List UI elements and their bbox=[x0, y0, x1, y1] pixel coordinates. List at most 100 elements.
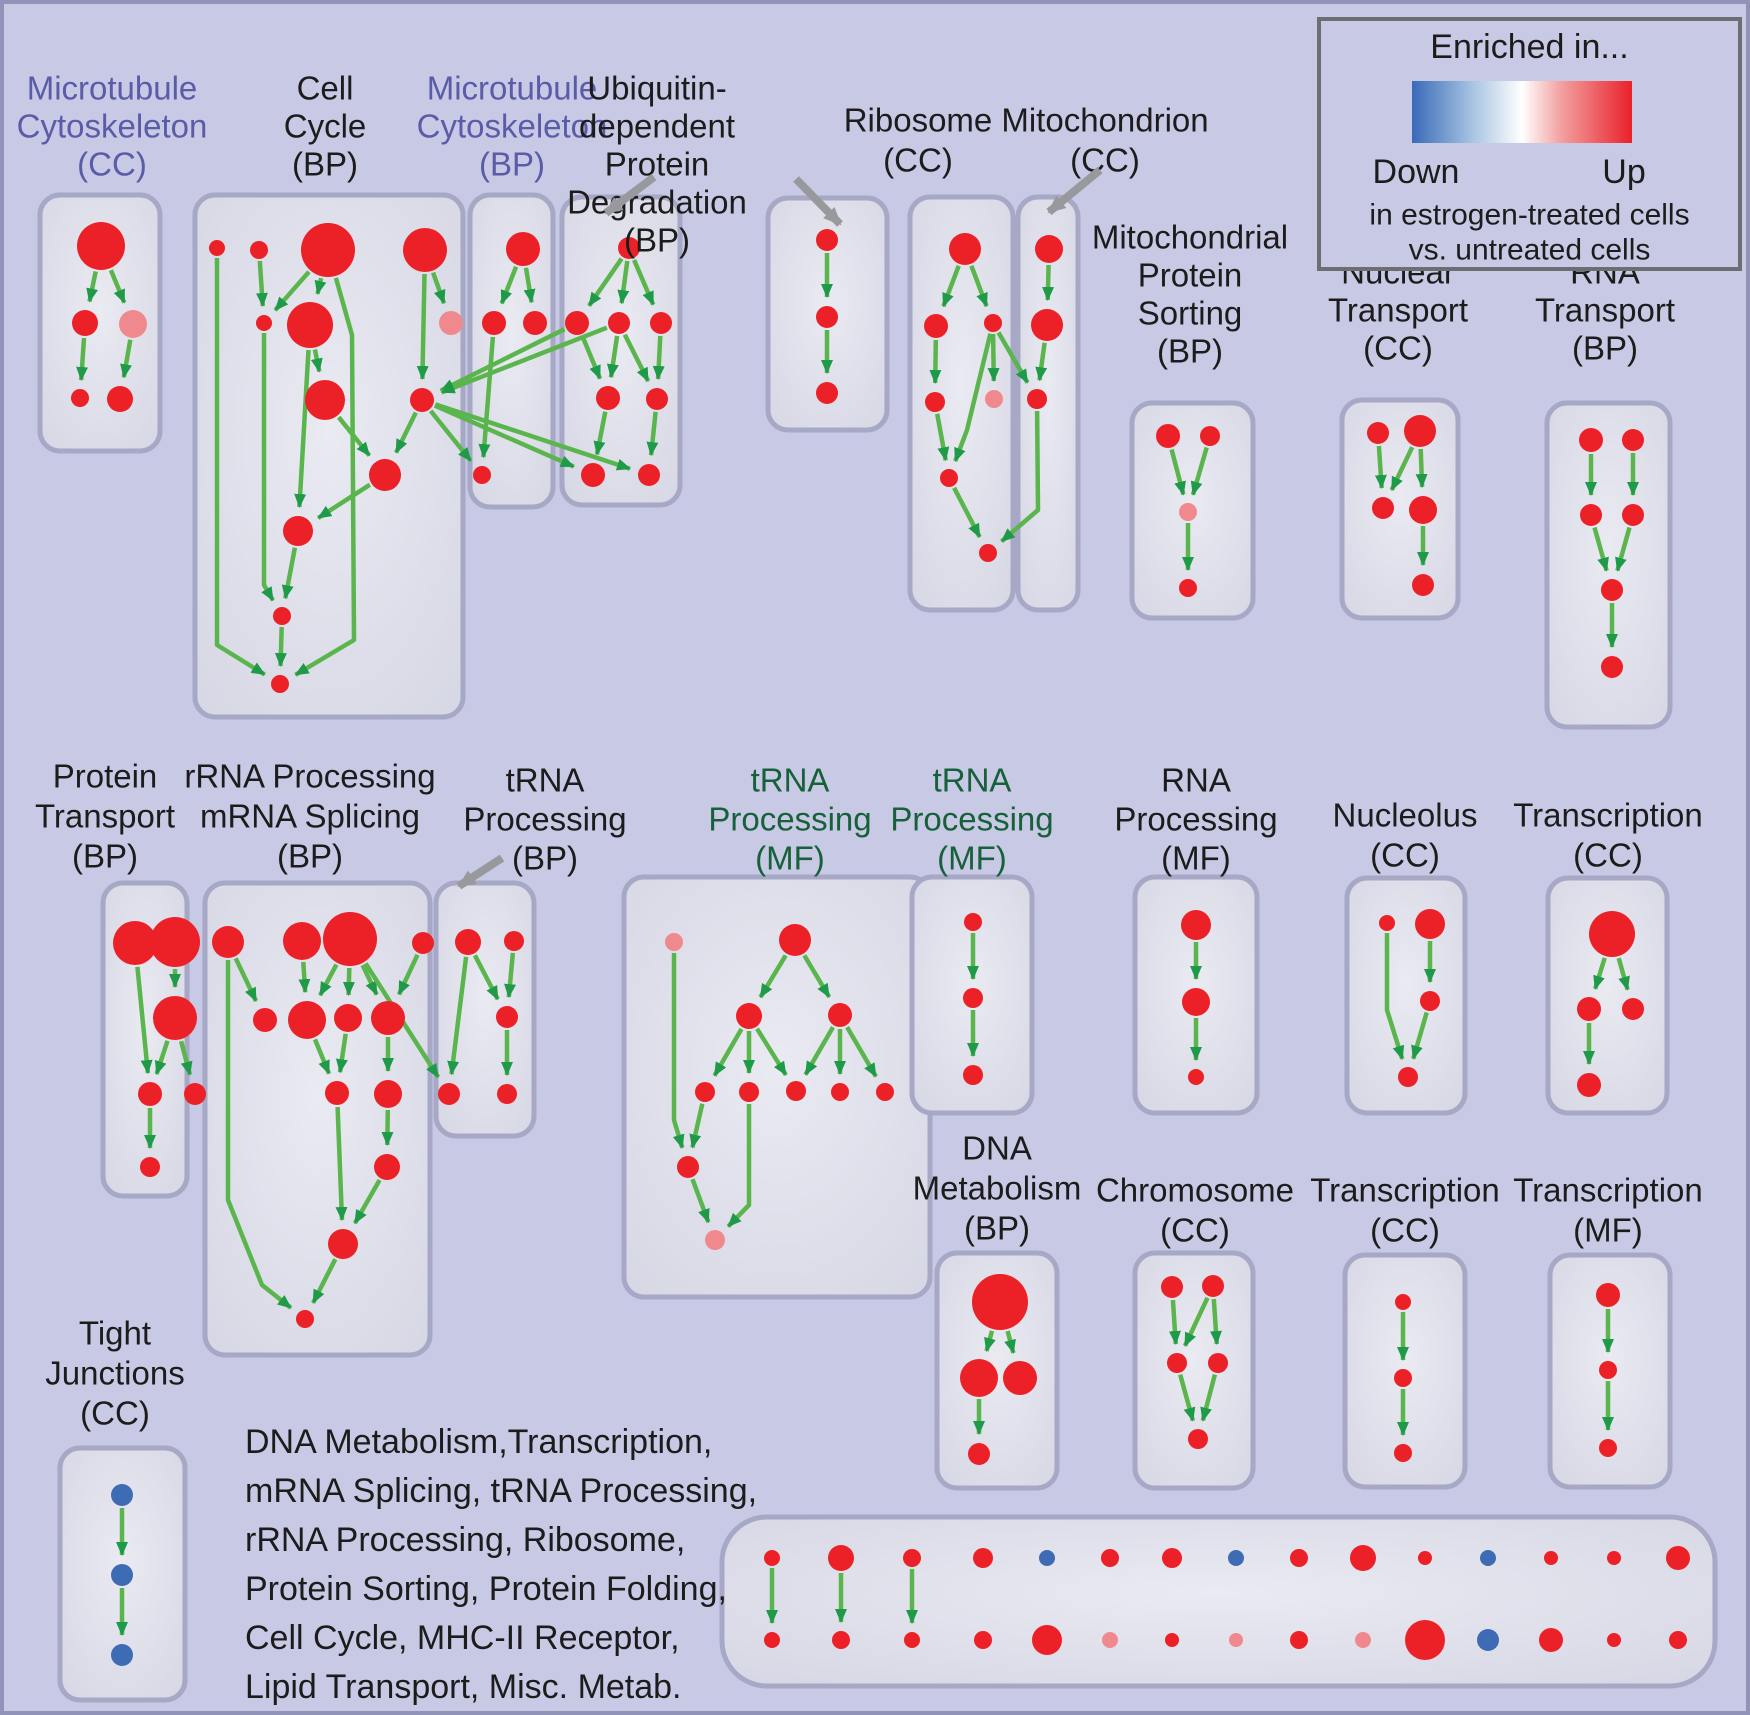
go-term-node-ub-6 bbox=[581, 463, 605, 487]
edge-arrow bbox=[440, 325, 608, 395]
cluster-label-line: (MF) bbox=[755, 840, 825, 877]
edge-arrow bbox=[671, 953, 685, 1149]
go-term-node-rrna-0 bbox=[212, 926, 244, 958]
cluster-label-line: Ubiquitin- bbox=[587, 70, 726, 107]
cluster-label-line: tRNA bbox=[506, 762, 585, 799]
go-term-node-mps-2 bbox=[1179, 503, 1197, 521]
go-term-node-rrna-3 bbox=[412, 932, 434, 954]
cluster-box-chrom bbox=[1132, 1250, 1256, 1491]
go-term-node-rnamf-0 bbox=[1181, 910, 1211, 940]
go-term-node-tj-0 bbox=[111, 1484, 133, 1506]
cluster-label-line: (CC) bbox=[77, 146, 147, 183]
go-term-node-cc-12 bbox=[271, 675, 289, 693]
cluster-label-line: (BP) bbox=[72, 838, 138, 875]
go-term-node-rrna-11 bbox=[328, 1229, 358, 1259]
edge-arrow bbox=[416, 273, 429, 380]
go-term-node-dnam-2 bbox=[1003, 1361, 1037, 1395]
footnote-line: rRNA Processing, Ribosome, bbox=[245, 1521, 685, 1559]
go-term-node-ub-2 bbox=[608, 312, 630, 334]
edge-arrow bbox=[312, 1038, 332, 1075]
edge-arrow bbox=[632, 259, 656, 306]
go-term-node-dnam-0 bbox=[972, 1274, 1028, 1330]
go-term-node-ribo-2 bbox=[984, 314, 1002, 332]
cluster-label-line: mRNA Splicing bbox=[200, 798, 420, 835]
edge-arrow bbox=[336, 415, 372, 457]
edge-arrow bbox=[342, 967, 355, 996]
go-term-node-rrna-5 bbox=[288, 1001, 326, 1039]
go-term-node-misc-3 bbox=[973, 1548, 993, 1568]
edge-arrow bbox=[1004, 1330, 1016, 1354]
edge-arrow bbox=[1415, 448, 1428, 488]
edge-arrow bbox=[472, 954, 500, 1001]
edge-arrow bbox=[120, 339, 133, 379]
go-term-node-tj-1 bbox=[111, 1564, 133, 1586]
cluster-label-line: tRNA bbox=[751, 762, 830, 799]
cluster-label-line: (BP) bbox=[512, 840, 578, 877]
legend-box bbox=[1317, 17, 1742, 271]
go-term-node-chrom-0 bbox=[1161, 1276, 1183, 1298]
cluster-label-line: Protein bbox=[1138, 257, 1243, 294]
edge-arrow bbox=[261, 333, 275, 602]
go-term-node-ub-0 bbox=[618, 237, 640, 259]
edge-arrow bbox=[394, 411, 418, 454]
go-term-node-cc-9 bbox=[369, 459, 401, 491]
go-term-node-cc-7 bbox=[305, 380, 345, 420]
cluster-label-line: Transcription bbox=[1513, 1172, 1703, 1209]
cluster-label-line: Ribosome bbox=[844, 102, 993, 139]
edge-arrow bbox=[499, 265, 519, 305]
cluster-label-line: (BP) bbox=[624, 222, 690, 259]
edge-arrow bbox=[1615, 526, 1632, 572]
go-term-node-trbp-3 bbox=[438, 1083, 460, 1105]
go-term-node-trmf1-9 bbox=[677, 1156, 699, 1178]
edge-arrow bbox=[478, 336, 496, 459]
cluster-label-line: Nucleolus bbox=[1333, 797, 1478, 834]
go-term-node-ub-1 bbox=[565, 311, 589, 335]
edge-arrow bbox=[929, 339, 942, 384]
edge-arrow bbox=[1035, 342, 1048, 382]
edge-arrow bbox=[318, 963, 339, 997]
edge-arrow bbox=[953, 333, 993, 463]
edge-arrow bbox=[335, 1033, 348, 1074]
go-term-node-mito-0 bbox=[1035, 235, 1063, 263]
cluster-label-line: (CC) bbox=[80, 1395, 150, 1432]
cluster-label-line: tRNA bbox=[933, 762, 1012, 799]
go-term-node-rt-3 bbox=[1622, 504, 1644, 526]
cluster-label-line: (BP) bbox=[1572, 330, 1638, 367]
go-term-node-txmf-2 bbox=[1599, 1439, 1617, 1457]
go-term-node-mtbp-1 bbox=[482, 311, 506, 335]
label-pointer-arrow bbox=[793, 176, 843, 227]
edge-arrow bbox=[294, 277, 357, 677]
go-term-node-rrna-4 bbox=[253, 1008, 277, 1032]
cluster-box-dnam bbox=[934, 1250, 1060, 1491]
edge-arrow bbox=[690, 1178, 711, 1224]
cluster-label-line: Degradation bbox=[567, 184, 747, 221]
edge-arrow bbox=[803, 1025, 835, 1076]
go-term-node-rt-2 bbox=[1580, 504, 1602, 526]
go-term-node-trmf1-0 bbox=[665, 933, 683, 951]
cluster-label-line: Transcription bbox=[1513, 797, 1703, 834]
go-term-node-mtcc-4 bbox=[107, 386, 133, 412]
edge-arrow bbox=[1374, 445, 1387, 489]
label-pointer-arrow bbox=[603, 173, 657, 217]
go-term-node-txcc1-2 bbox=[1622, 998, 1644, 1020]
cluster-label-line: Cytoskeleton bbox=[417, 108, 608, 145]
footnote-line: Cell Cycle, MHC-II Receptor, bbox=[245, 1619, 680, 1657]
go-term-node-misc-2 bbox=[903, 1549, 921, 1567]
go-term-node-ub2-2 bbox=[816, 382, 838, 404]
go-term-node-misc-21 bbox=[1165, 1633, 1179, 1647]
cluster-box-nt bbox=[1339, 397, 1461, 621]
go-term-node-mtcc-2 bbox=[119, 310, 147, 338]
go-term-node-misc-6 bbox=[1162, 1548, 1182, 1568]
edge-arrow bbox=[434, 402, 631, 471]
cluster-label-line: Processing bbox=[890, 801, 1053, 838]
cluster-label-line: (CC) bbox=[1573, 837, 1643, 874]
go-term-node-txcc1-0 bbox=[1589, 911, 1635, 957]
go-term-node-nuc-3 bbox=[1398, 1067, 1418, 1087]
legend-gradient-bar bbox=[1412, 81, 1632, 143]
cluster-label-line: (CC) bbox=[1370, 837, 1440, 874]
cluster-box-rt bbox=[1544, 400, 1673, 730]
cluster-label-line: (BP) bbox=[479, 146, 545, 183]
go-term-node-pt-3 bbox=[138, 1082, 162, 1106]
edge-arrow bbox=[447, 956, 469, 1076]
